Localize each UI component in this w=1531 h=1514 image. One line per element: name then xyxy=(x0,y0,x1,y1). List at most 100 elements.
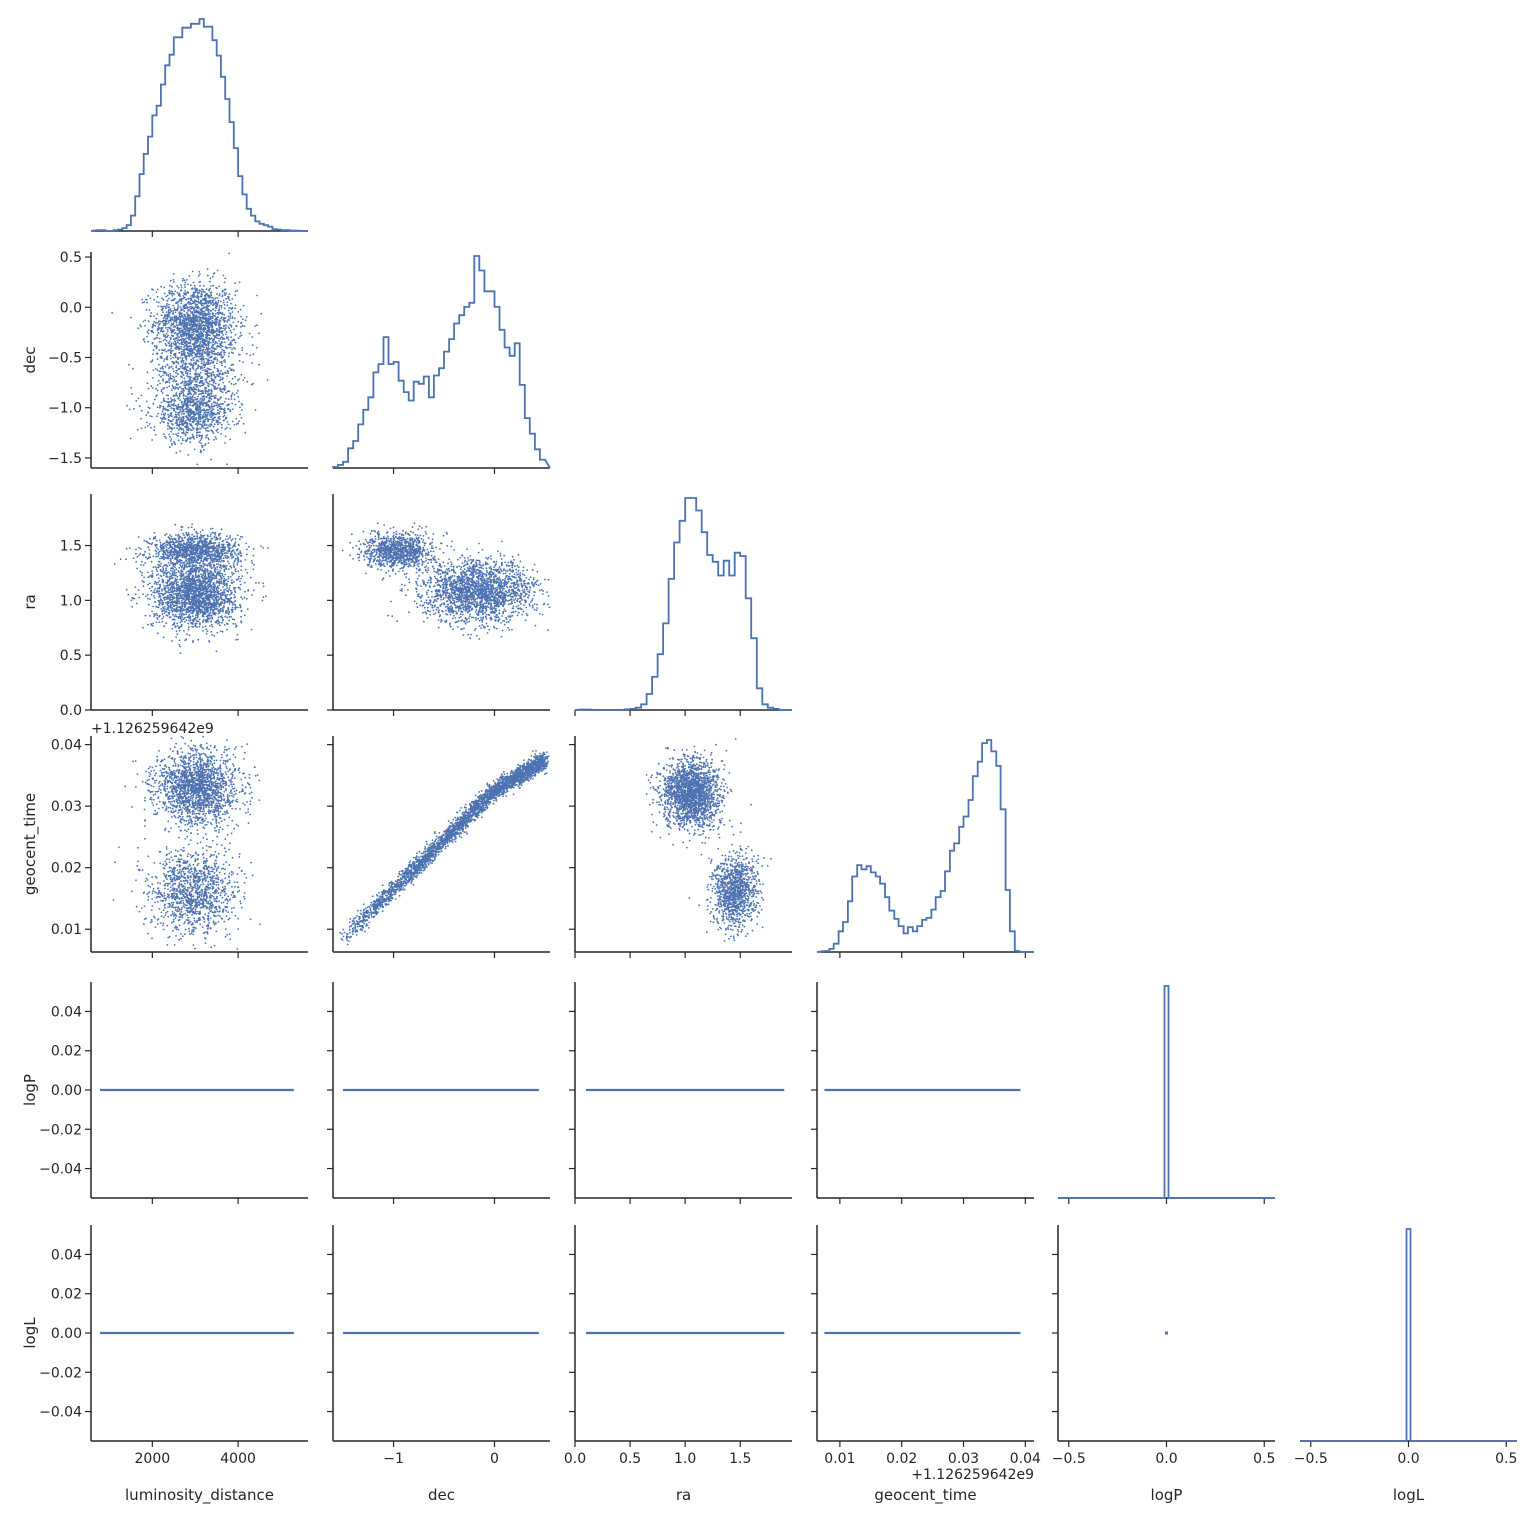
scatter-point xyxy=(202,346,205,349)
scatter-point xyxy=(199,327,201,329)
scatter-point xyxy=(233,398,236,401)
scatter-point xyxy=(216,311,219,314)
scatter-point xyxy=(160,390,163,393)
scatter-point xyxy=(208,394,211,396)
scatter-point xyxy=(184,281,187,284)
scatter-point xyxy=(218,326,221,329)
scatter-point xyxy=(239,308,242,311)
scatter-point xyxy=(140,417,143,420)
scatter-point xyxy=(218,285,221,288)
scatter-point xyxy=(237,570,240,573)
scatter-point xyxy=(201,333,204,335)
scatter-point xyxy=(162,374,164,377)
scatter-point xyxy=(229,329,232,332)
scatter-point xyxy=(166,317,169,320)
scatter-point xyxy=(153,582,156,585)
scatter-point xyxy=(185,343,188,346)
scatter-point xyxy=(158,539,161,542)
scatter-point xyxy=(165,339,168,342)
scatter-point xyxy=(179,295,181,298)
scatter-point xyxy=(168,536,171,539)
scatter-point xyxy=(241,318,244,321)
scatter-point xyxy=(137,327,140,330)
scatter-point xyxy=(215,362,218,365)
scatter-point xyxy=(216,358,219,360)
scatter-point xyxy=(171,285,173,288)
scatter-point xyxy=(140,564,142,566)
scatter-point xyxy=(173,281,175,283)
scatter-point xyxy=(224,435,227,438)
scatter-point xyxy=(213,405,215,408)
scatter-point xyxy=(203,361,206,364)
scatter-point xyxy=(209,535,212,538)
scatter-point xyxy=(160,375,162,378)
scatter-point xyxy=(174,523,177,526)
scatter-point xyxy=(191,354,194,357)
scatter-point xyxy=(149,415,152,417)
scatter-point xyxy=(214,341,217,343)
scatter-point xyxy=(234,623,237,625)
scatter-point xyxy=(207,392,210,395)
scatter-point xyxy=(168,292,171,295)
scatter-point xyxy=(240,554,243,557)
scatter-point xyxy=(181,333,184,336)
scatter-point xyxy=(164,534,167,537)
scatter-point xyxy=(129,437,132,440)
scatter-point xyxy=(241,349,244,352)
scatter-point xyxy=(215,556,218,558)
scatter-point xyxy=(155,352,158,355)
scatter-point xyxy=(128,363,130,366)
scatter-point xyxy=(186,279,188,281)
scatter-point xyxy=(193,448,196,451)
scatter-point xyxy=(208,380,211,383)
scatter-point xyxy=(168,340,171,343)
scatter-point xyxy=(180,528,183,531)
scatter-point xyxy=(207,437,210,439)
scatter-point xyxy=(230,597,233,599)
scatter-point xyxy=(143,340,146,343)
scatter-point xyxy=(146,382,149,385)
scatter-point xyxy=(177,345,180,348)
scatter-point xyxy=(192,412,195,414)
scatter-point xyxy=(231,408,234,410)
scatter-point xyxy=(211,395,213,397)
scatter-point xyxy=(212,361,215,363)
scatter-point xyxy=(198,270,201,273)
scatter-point xyxy=(165,295,168,298)
scatter-point xyxy=(195,373,198,375)
scatter-point xyxy=(218,353,221,356)
scatter-point xyxy=(166,322,168,325)
scatter-point xyxy=(213,272,216,275)
scatter-point xyxy=(226,550,229,552)
scatter-point xyxy=(149,556,152,558)
scatter-point xyxy=(175,319,178,322)
scatter-point xyxy=(186,422,189,425)
scatter-point xyxy=(171,415,174,418)
scatter-point xyxy=(188,275,191,277)
scatter-point xyxy=(205,362,208,364)
scatter-point xyxy=(192,281,195,284)
scatter-point xyxy=(220,378,223,381)
scatter-point xyxy=(202,290,205,293)
panel-dec-vs-dec xyxy=(332,255,551,474)
scatter-point xyxy=(197,320,199,322)
scatter-point xyxy=(163,335,165,337)
scatter-point xyxy=(224,327,227,329)
scatter-point xyxy=(221,391,224,394)
scatter-point xyxy=(201,288,203,291)
scatter-point xyxy=(184,547,187,550)
scatter-point xyxy=(192,559,195,561)
scatter-point xyxy=(196,463,199,466)
scatter-point xyxy=(165,567,167,570)
scatter-point xyxy=(150,415,153,418)
scatter-point xyxy=(199,431,201,434)
scatter-point xyxy=(188,348,191,351)
scatter-point xyxy=(191,300,194,303)
scatter-point xyxy=(175,375,178,378)
scatter-point xyxy=(210,398,213,400)
scatter-point xyxy=(145,414,148,416)
scatter-point xyxy=(152,403,155,405)
scatter-point xyxy=(212,419,215,422)
scatter-point xyxy=(181,319,184,321)
scatter-point xyxy=(165,622,168,625)
